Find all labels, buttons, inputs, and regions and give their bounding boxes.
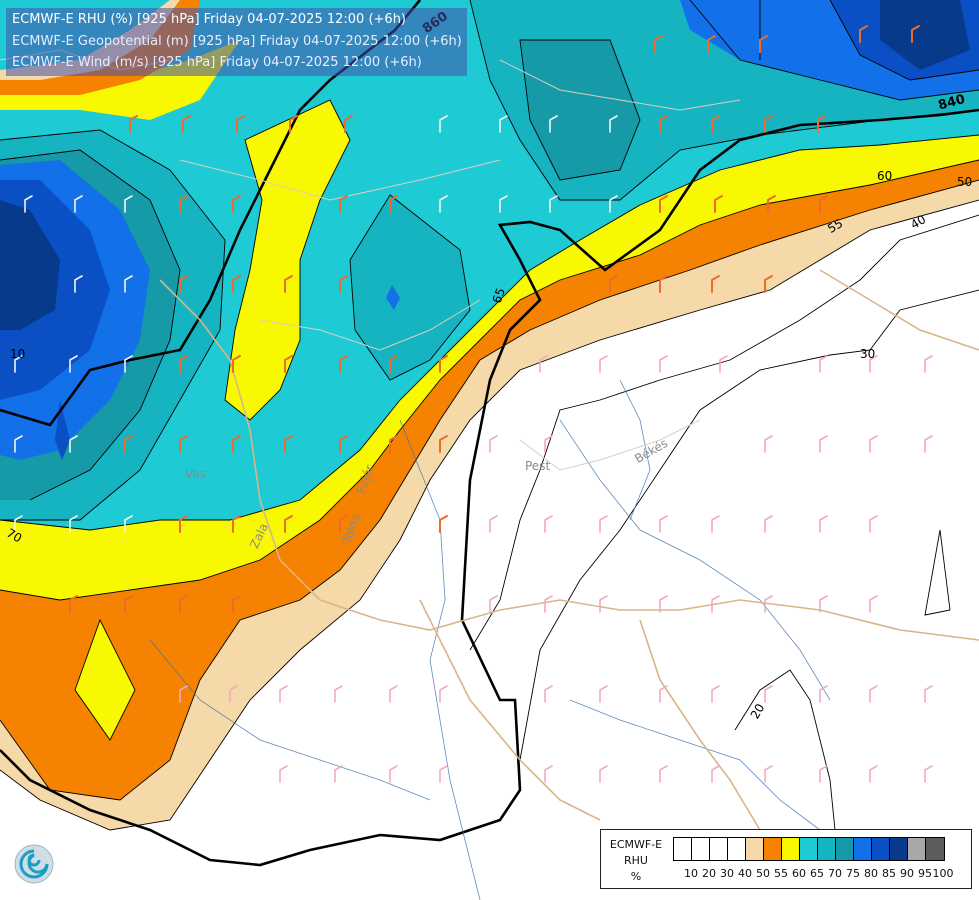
title-geopotential: ECMWF-E Geopotential (m) [925 hPa] Frida…	[12, 34, 462, 49]
legend-tick-label: 40	[738, 867, 752, 880]
legend-unit: %	[630, 870, 642, 883]
legend-tick-label: 60	[792, 867, 806, 880]
rh-band-90-ne	[880, 0, 970, 70]
color-legend: ECMWF-E RHU % 10 20 30 40 50 55 60 65 70 75 80 85 90…	[600, 829, 972, 889]
label-rh-10: 10	[10, 347, 25, 361]
logo-icon	[14, 844, 54, 884]
legend-swatch	[764, 838, 782, 860]
rh-band-80-small	[386, 285, 400, 310]
legend-tick-label: 95	[918, 867, 932, 880]
rh-band-90-west	[0, 200, 60, 330]
legend-swatch	[908, 838, 926, 860]
label-rh-30: 30	[860, 347, 875, 361]
rivers	[149, 379, 831, 900]
legend-tick-label: 10	[684, 867, 698, 880]
legend-swatch	[836, 838, 854, 860]
region-label-vas: Vas	[185, 467, 206, 481]
legend-tick-label: 20	[702, 867, 716, 880]
country-borders	[159, 269, 979, 831]
legend-swatch	[674, 838, 692, 860]
region-label-pest: Pest	[525, 459, 550, 473]
title-panel	[6, 8, 467, 76]
label-rh-55: 55	[825, 216, 845, 236]
legend-swatch	[782, 838, 800, 860]
legend-swatch	[854, 838, 872, 860]
legend-swatch	[818, 838, 836, 860]
legend-swatch	[926, 838, 944, 860]
legend-tick-label: 75	[846, 867, 860, 880]
rh-band-75-north	[520, 40, 640, 180]
legend-tick-label: 90	[900, 867, 914, 880]
label-geopotential-840: 840	[937, 92, 967, 114]
title-wind: ECMWF-E Wind (m/s) [925 hPa] Friday 04-0…	[12, 55, 422, 70]
legend-tick-label: 70	[828, 867, 842, 880]
label-rh-50: 50	[957, 175, 972, 189]
wind-barbs	[14, 25, 933, 783]
rh-band-60-tongue	[225, 100, 350, 420]
legend-swatch	[890, 838, 908, 860]
legend-tick-label: 50	[756, 867, 770, 880]
legend-tick-label: 85	[882, 867, 896, 880]
legend-tick-label: 80	[864, 867, 878, 880]
legend-swatch	[746, 838, 764, 860]
admin-borders	[0, 49, 741, 471]
rh-band-70-center	[350, 195, 470, 380]
legend-model: ECMWF-E	[609, 838, 663, 851]
title-rhu: ECMWF-E RHU (%) [925 hPa] Friday 04-07-2…	[12, 12, 406, 27]
label-rh-20: 20	[748, 701, 768, 721]
legend-tick-label: 55	[774, 867, 788, 880]
legend-swatch	[800, 838, 818, 860]
legend-ticks: 10 20 30 40 50 55 60 65 70 75 80 85 90 95 100	[673, 867, 970, 881]
label-rh-40: 40	[908, 212, 928, 232]
legend-swatch	[872, 838, 890, 860]
legend-swatch	[692, 838, 710, 860]
legend-swatch	[728, 838, 746, 860]
legend-tick-label: 65	[810, 867, 824, 880]
label-rh-70: 70	[4, 526, 24, 546]
legend-swatch	[710, 838, 728, 860]
rh-band-60-south	[75, 620, 135, 740]
label-rh-60: 60	[877, 169, 892, 183]
rh-contours	[0, 0, 979, 831]
legend-tick-label: 30	[720, 867, 734, 880]
legend-variable: RHU	[624, 854, 648, 867]
label-rh-65: 65	[490, 286, 508, 305]
legend-tick-label: 100	[932, 867, 954, 880]
legend-swatches	[673, 837, 945, 861]
